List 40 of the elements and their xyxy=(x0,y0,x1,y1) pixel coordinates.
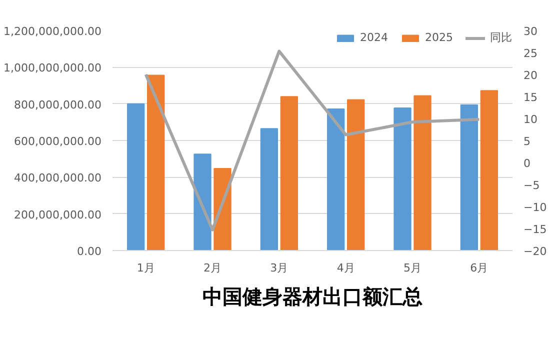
y2-tick-label: 20 xyxy=(524,69,538,82)
bar xyxy=(327,108,345,250)
y-tick-label: 1,000,000,000.00 xyxy=(4,62,102,75)
bar xyxy=(394,108,412,250)
y-tick-label: 600,000,000.00 xyxy=(14,135,102,148)
bar xyxy=(480,90,498,250)
y2-tick-label: 0 xyxy=(524,157,530,170)
y-tick-label: 1,200,000,000.00 xyxy=(4,25,102,38)
y2-tick-label: 15 xyxy=(524,91,538,104)
bar xyxy=(280,96,298,250)
y2-tick-label: 5 xyxy=(524,135,530,148)
line-series xyxy=(144,50,481,232)
y-tick-label: 0.00 xyxy=(77,245,102,258)
bar xyxy=(460,104,478,250)
y2-tick-label: 25 xyxy=(524,47,538,60)
y2-tick-label: −20 xyxy=(524,245,547,258)
legend-label: 2025 xyxy=(425,31,453,44)
x-tick-label: 5月 xyxy=(404,262,422,274)
bar xyxy=(127,103,145,250)
y2-tick-label: −5 xyxy=(524,179,540,192)
x-tick-label: 2月 xyxy=(204,262,222,274)
x-tick-label: 3月 xyxy=(270,262,288,274)
y2-tick-label: −15 xyxy=(524,223,547,236)
y2-tick-label: −10 xyxy=(524,201,547,214)
y-tick-label: 200,000,000.00 xyxy=(14,208,102,222)
legend-label: 2024 xyxy=(360,31,388,44)
y2-tick-label: 30 xyxy=(524,25,538,38)
bar xyxy=(194,154,212,250)
bar xyxy=(260,128,278,250)
y2-tick-label: 10 xyxy=(524,113,538,126)
x-tick-label: 1月 xyxy=(136,262,155,274)
x-tick-label: 4月 xyxy=(336,262,355,274)
bar xyxy=(414,95,432,250)
x-tick-label: 6月 xyxy=(470,262,488,274)
bar xyxy=(347,99,365,250)
text: 中国健身器材出口额汇总 xyxy=(202,284,422,308)
y-tick-label: 400,000,000.00 xyxy=(14,172,102,185)
y-tick-label: 800,000,000.00 xyxy=(14,98,102,112)
bar xyxy=(147,74,165,250)
legend-label: 同比 xyxy=(490,30,512,45)
